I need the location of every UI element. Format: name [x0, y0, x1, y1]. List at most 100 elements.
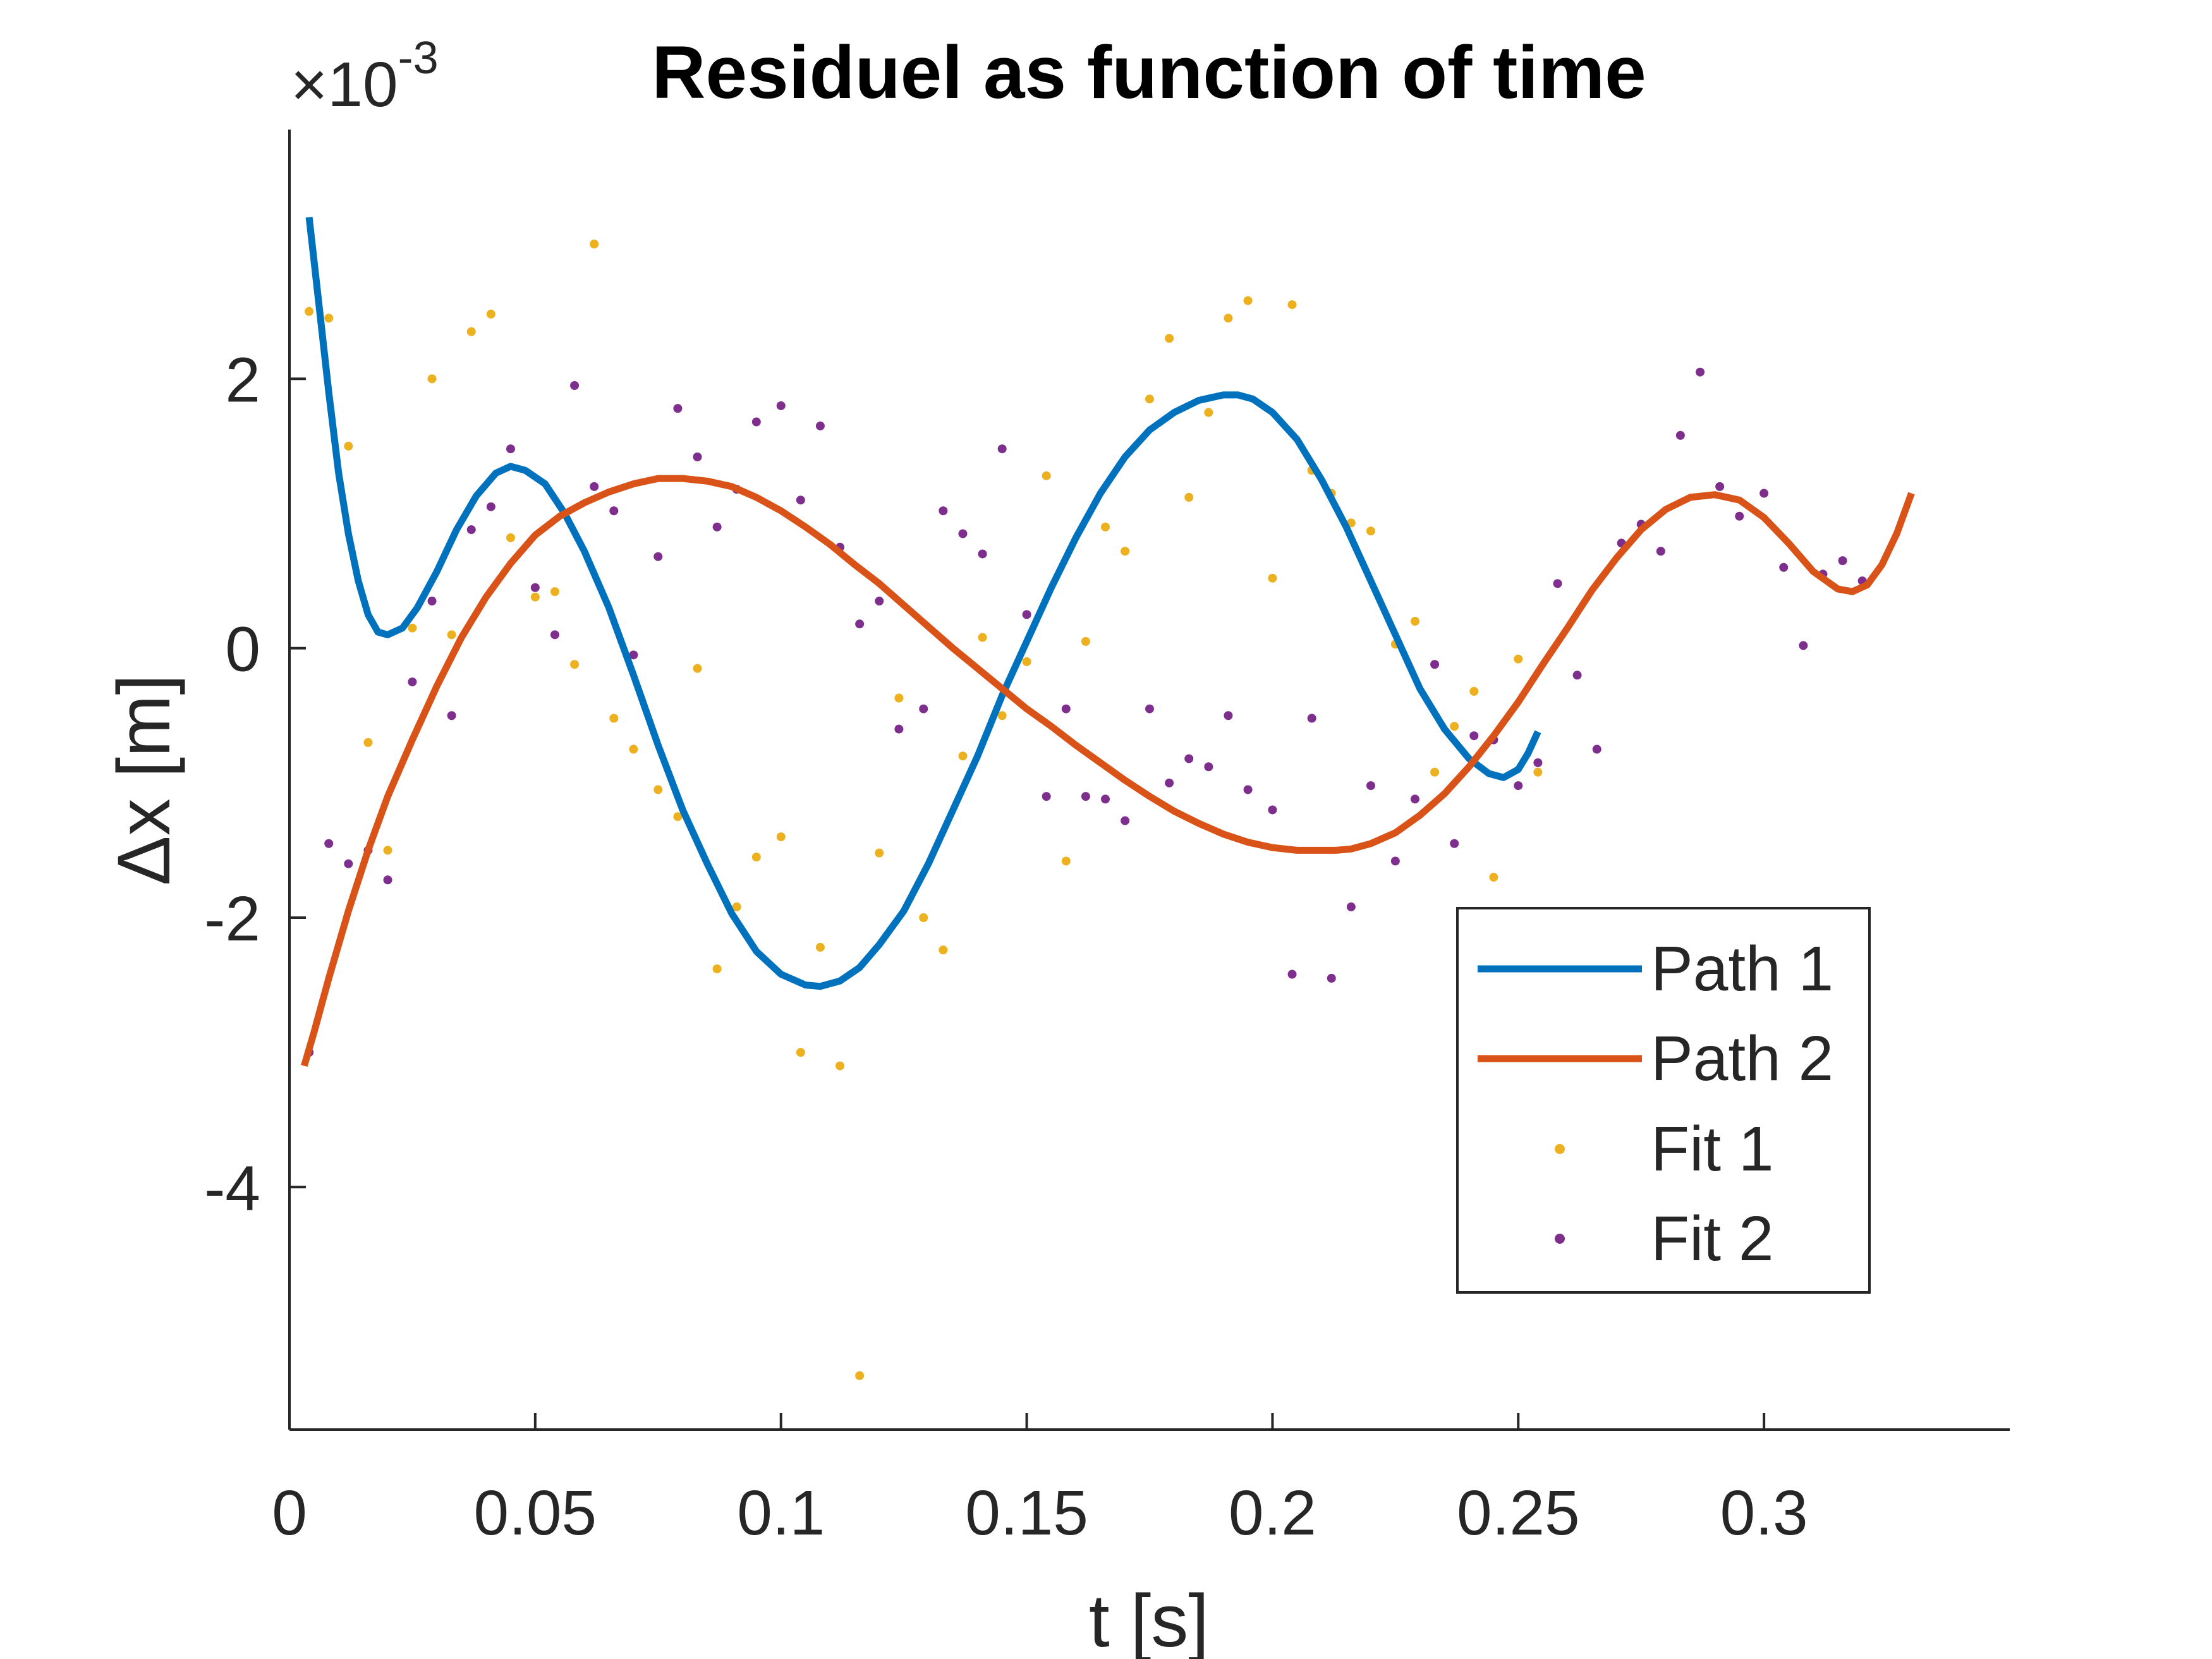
series-line-path-2 — [301, 475, 1915, 1067]
data-point — [1184, 754, 1194, 763]
legend-label: Fit 2 — [1651, 1203, 1773, 1274]
data-point — [693, 452, 702, 461]
data-point — [875, 597, 884, 606]
x-axis-ticks: 0 0.05 0.1 0.15 0.2 0.25 0.3 — [272, 1413, 1808, 1548]
data-point — [609, 506, 619, 516]
data-point — [1759, 489, 1769, 498]
data-point — [506, 444, 515, 454]
x-tick-label: 0.15 — [965, 1478, 1088, 1548]
data-point — [919, 704, 928, 714]
data-point — [1346, 902, 1356, 911]
data-point — [1469, 731, 1479, 741]
data-point — [570, 381, 580, 391]
y-exponent-base: ×10 — [291, 49, 398, 120]
data-point — [815, 942, 825, 952]
data-point — [939, 506, 948, 516]
data-point — [1145, 704, 1154, 714]
data-point — [978, 549, 987, 559]
data-point — [1327, 973, 1336, 983]
data-point — [1489, 873, 1498, 882]
y-tick-label: -2 — [204, 884, 260, 954]
data-point — [1410, 794, 1419, 804]
legend-items: Path 1 Path 2 Fit 1 Fit 2 — [1478, 933, 1833, 1274]
data-point — [1101, 522, 1110, 532]
data-point — [751, 853, 761, 862]
data-point — [466, 525, 476, 535]
data-point — [1165, 334, 1174, 343]
data-point — [1410, 617, 1419, 626]
data-point — [1779, 562, 1789, 572]
data-point — [590, 482, 599, 491]
data-point — [1430, 660, 1440, 669]
data-point — [958, 751, 968, 761]
data-point — [673, 404, 683, 413]
data-point — [1572, 671, 1582, 680]
data-point — [1696, 367, 1705, 377]
x-tick-label: 0 — [272, 1478, 307, 1548]
data-point — [776, 832, 786, 842]
y-axis-ticks: -4 -2 0 2 — [204, 344, 306, 1224]
data-point — [776, 401, 786, 410]
data-point — [1224, 313, 1233, 323]
data-point — [673, 812, 683, 822]
data-point — [732, 902, 741, 911]
data-point — [550, 630, 559, 640]
data-point — [1022, 657, 1031, 666]
data-point — [1121, 547, 1130, 556]
data-point — [1061, 856, 1071, 866]
data-point — [609, 714, 619, 723]
data-point — [1243, 785, 1253, 794]
data-point — [1042, 471, 1051, 480]
data-point — [919, 913, 928, 922]
data-point — [1533, 758, 1543, 767]
data-point — [486, 502, 495, 511]
data-point — [1287, 969, 1297, 979]
data-point — [1184, 492, 1194, 502]
x-tick-label: 0.25 — [1457, 1478, 1580, 1548]
data-point — [427, 597, 437, 606]
x-axis-label: t [s] — [1089, 1579, 1209, 1659]
data-point — [1450, 839, 1459, 848]
data-point — [875, 848, 884, 858]
data-point — [855, 619, 865, 629]
x-tick-label: 0.05 — [474, 1478, 597, 1548]
data-point — [570, 660, 580, 669]
legend-label: Fit 1 — [1651, 1114, 1773, 1184]
data-point — [1366, 526, 1375, 536]
x-tick-label: 0.2 — [1229, 1478, 1316, 1548]
data-point — [486, 310, 495, 319]
data-point — [550, 587, 559, 597]
data-point — [712, 964, 722, 973]
data-point — [1675, 430, 1685, 440]
data-point — [530, 592, 540, 602]
legend-swatch — [1555, 1234, 1565, 1244]
data-point — [344, 859, 353, 868]
data-point — [1469, 686, 1479, 696]
data-point — [1287, 300, 1297, 310]
data-point — [653, 552, 663, 561]
data-point — [1224, 711, 1233, 720]
data-point — [506, 533, 515, 542]
data-point — [324, 839, 334, 848]
series-line-path-1 — [305, 216, 1541, 990]
data-point — [1268, 805, 1277, 815]
data-point — [1514, 781, 1523, 791]
data-point — [447, 630, 456, 640]
data-point — [796, 495, 805, 505]
data-point — [466, 327, 476, 336]
y-tick-label: 0 — [225, 614, 260, 685]
data-point — [1533, 767, 1543, 777]
data-point — [712, 522, 722, 532]
data-point — [1204, 762, 1213, 772]
chart-title: Residuel as function of time — [652, 31, 1646, 114]
data-point — [1204, 408, 1213, 417]
data-point — [653, 785, 663, 794]
data-point — [408, 677, 417, 686]
legend-swatch — [1555, 1144, 1565, 1154]
data-point — [1022, 610, 1031, 619]
data-point — [1268, 573, 1277, 583]
data-point — [344, 441, 353, 451]
data-point — [855, 1371, 865, 1380]
data-point — [1799, 641, 1808, 650]
